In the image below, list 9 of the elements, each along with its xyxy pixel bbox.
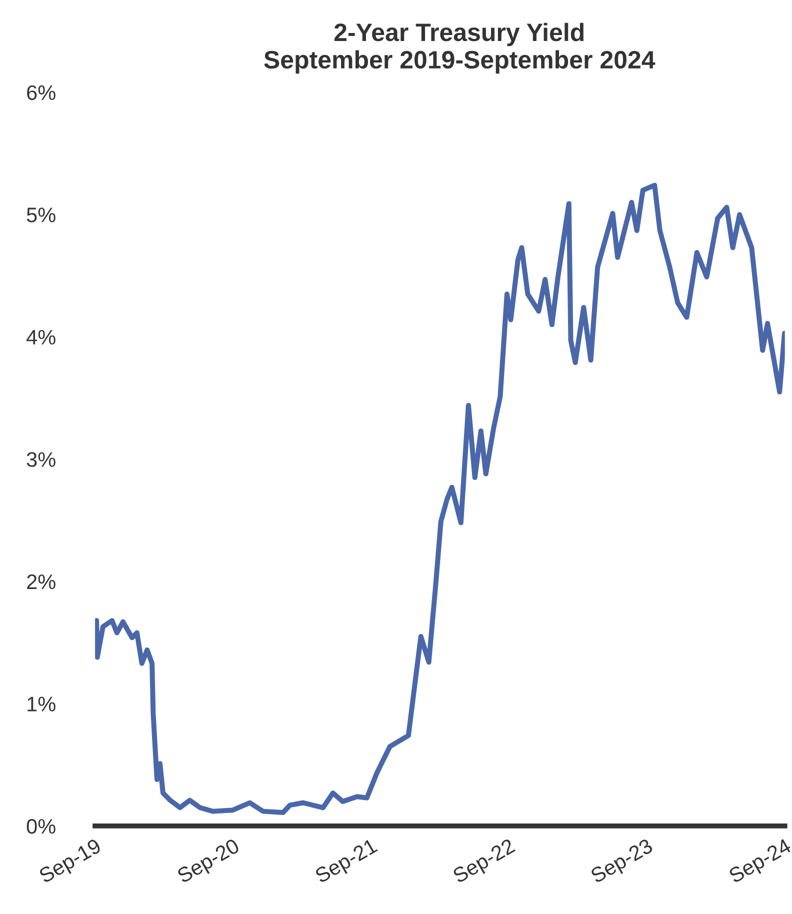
y-tick-label: 5% xyxy=(26,208,56,222)
y-tick-label: 6% xyxy=(27,85,56,100)
chart-title: 2-Year Treasury Yield xyxy=(334,22,584,46)
y-tick-label: 0% xyxy=(26,818,56,834)
chart-subtitle: September 2019-September 2024 xyxy=(264,50,656,74)
y-tick-label: 4% xyxy=(26,330,56,345)
y-tick-label: 3% xyxy=(26,452,56,467)
y-tick-label: 2% xyxy=(27,574,56,590)
y-tick-label: 1% xyxy=(28,696,56,712)
